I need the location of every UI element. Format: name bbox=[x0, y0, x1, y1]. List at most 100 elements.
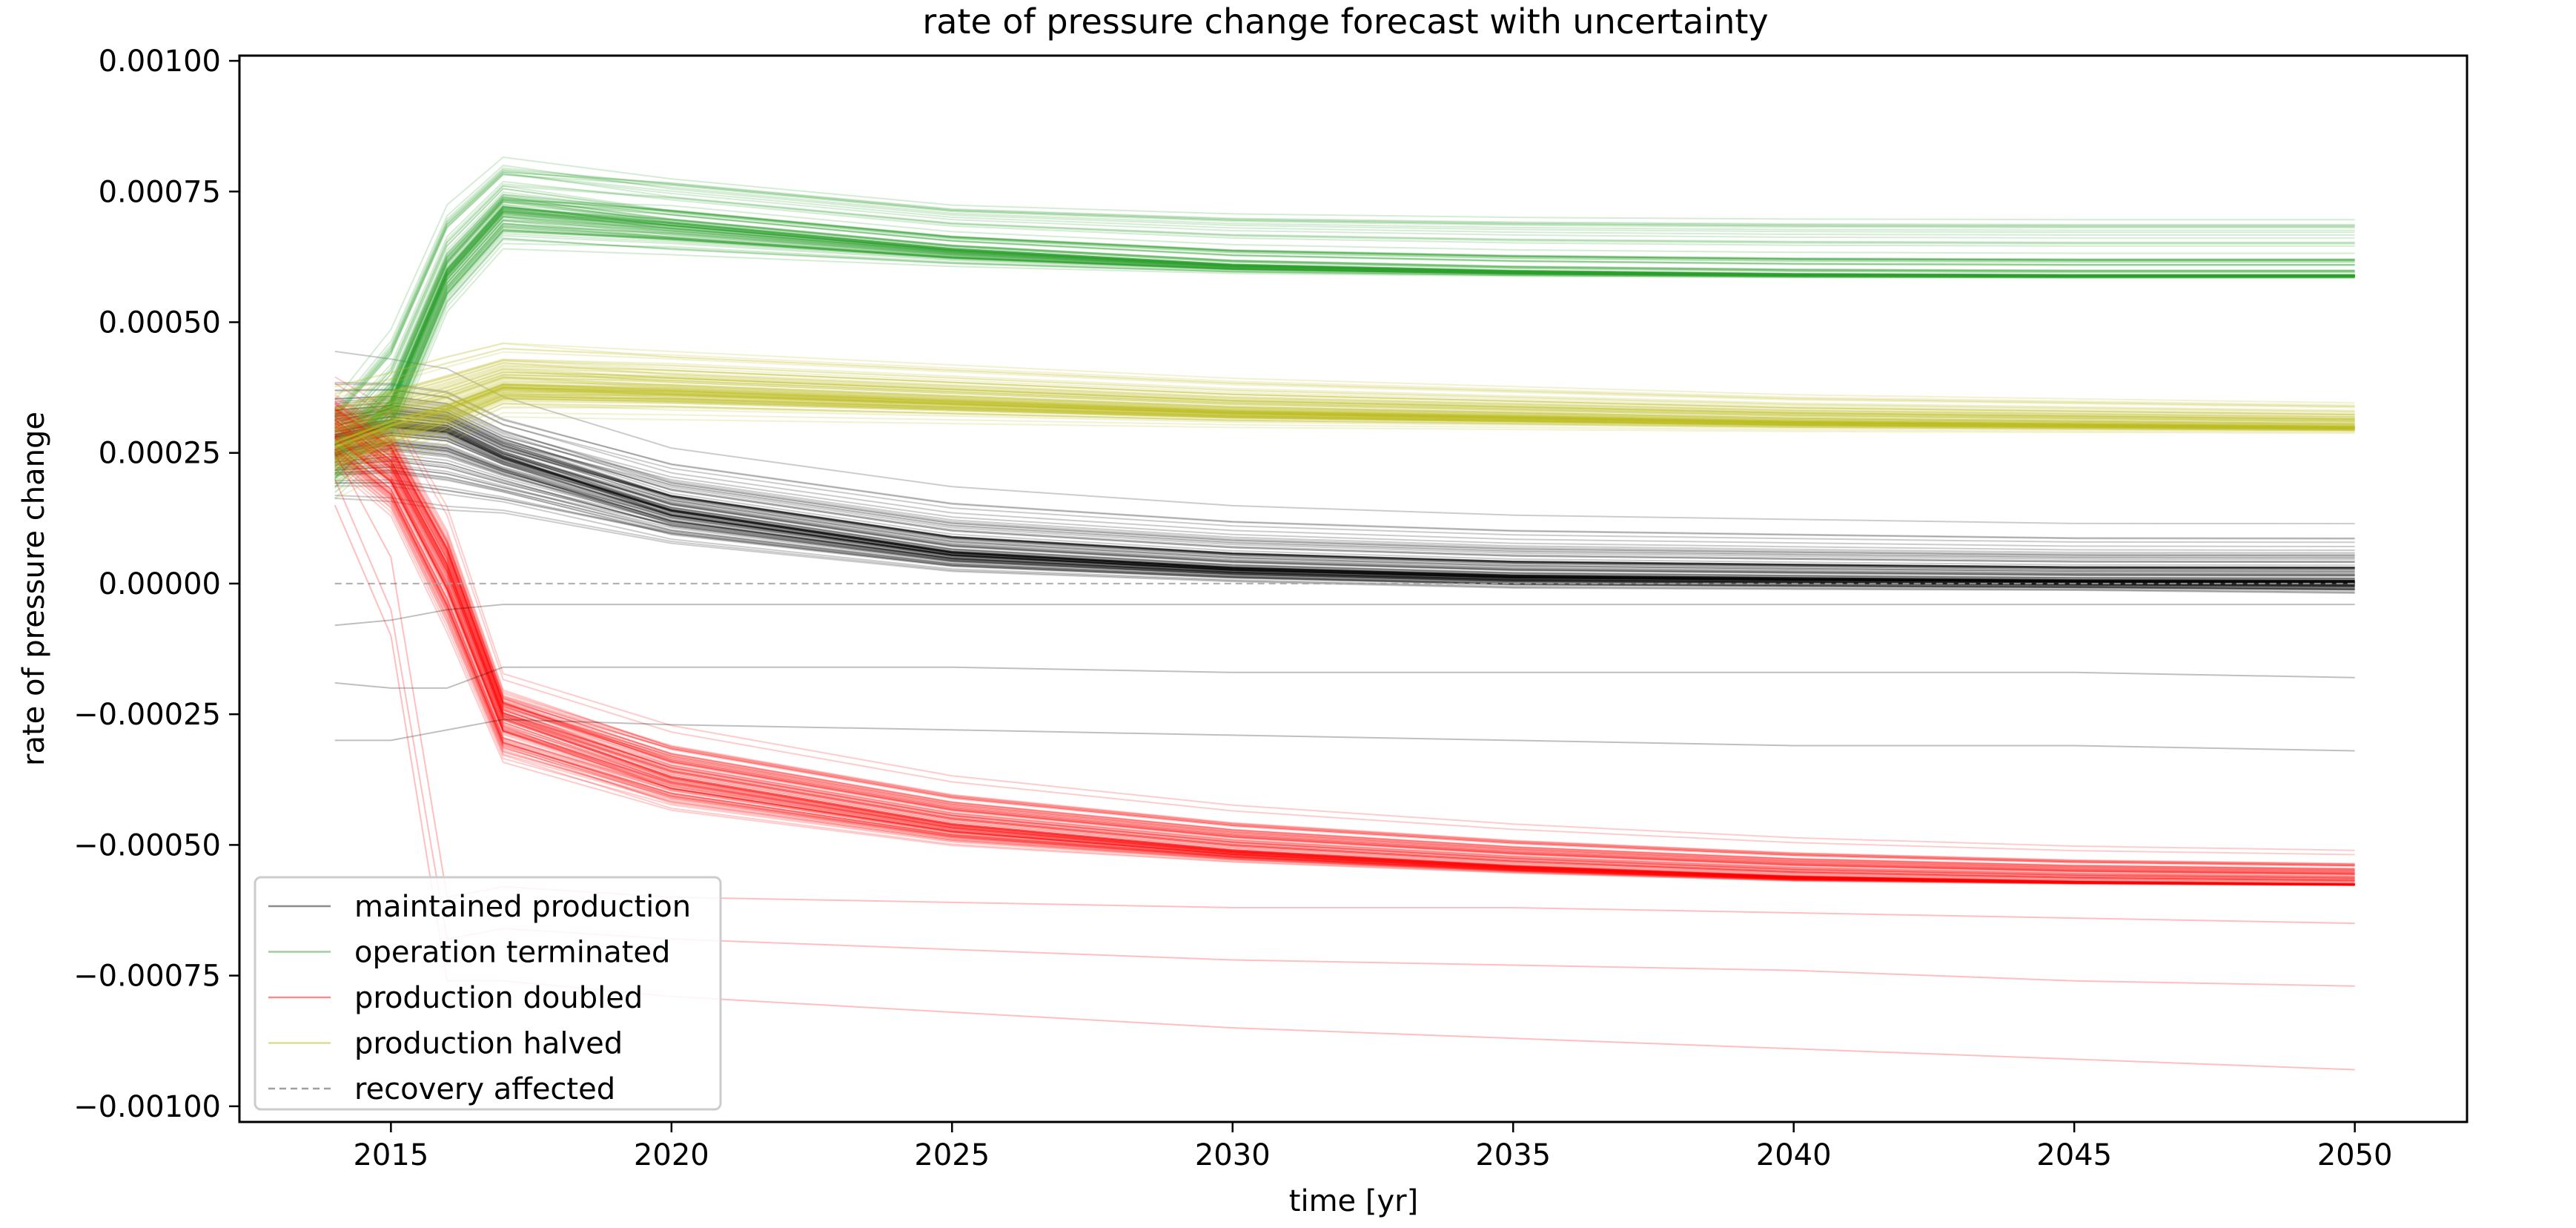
series-line bbox=[334, 169, 2355, 415]
series-line bbox=[334, 374, 2355, 430]
series-line bbox=[334, 374, 2355, 430]
series-line bbox=[334, 443, 2355, 885]
series-line bbox=[334, 389, 2355, 453]
series-line bbox=[334, 414, 2355, 880]
series-line bbox=[334, 409, 2355, 558]
series-line bbox=[334, 418, 2355, 575]
series-production-halved bbox=[334, 342, 2355, 500]
series-line bbox=[334, 391, 2355, 456]
series-line bbox=[334, 449, 2355, 886]
series-line bbox=[334, 408, 2355, 562]
series-line bbox=[334, 449, 2355, 587]
series-line bbox=[334, 363, 2355, 418]
series-line bbox=[334, 449, 2355, 585]
series-line bbox=[334, 419, 2355, 576]
series-line bbox=[334, 392, 2355, 459]
legend-label: production doubled bbox=[354, 981, 643, 1015]
series-line bbox=[334, 180, 2355, 426]
series-line bbox=[334, 395, 2355, 462]
series-line bbox=[334, 386, 2355, 447]
series-line bbox=[334, 469, 2355, 590]
series-line bbox=[334, 347, 2355, 407]
series-line bbox=[334, 225, 2355, 475]
series-line bbox=[334, 401, 2355, 557]
y-tick-label: 0.00025 bbox=[99, 437, 221, 471]
series-line bbox=[334, 396, 2355, 465]
x-tick-label: 2050 bbox=[2317, 1138, 2393, 1172]
series-line bbox=[334, 397, 2355, 467]
series-line bbox=[334, 412, 2355, 873]
series-line bbox=[334, 415, 2355, 877]
legend-label: recovery affected bbox=[354, 1072, 615, 1106]
series-layer bbox=[334, 156, 2355, 1071]
series-line bbox=[334, 389, 2355, 544]
series-line bbox=[334, 420, 2355, 879]
series-line bbox=[334, 418, 2355, 881]
y-tick-label: −0.00050 bbox=[73, 828, 221, 862]
series-line bbox=[334, 411, 2355, 877]
series-line bbox=[334, 432, 2355, 584]
series-line bbox=[334, 455, 2355, 588]
series-operation-terminated bbox=[334, 156, 2355, 499]
series-line bbox=[334, 392, 2355, 458]
series-line bbox=[334, 406, 2355, 870]
series-line bbox=[334, 485, 2355, 592]
y-axis-label: rate of pressure change bbox=[17, 412, 51, 766]
series-line bbox=[334, 372, 2355, 427]
series-line bbox=[334, 388, 2355, 451]
series-line bbox=[334, 197, 2355, 444]
series-line bbox=[334, 413, 2355, 569]
series-line bbox=[334, 366, 2355, 420]
series-line bbox=[334, 397, 2355, 865]
plot-frame bbox=[238, 54, 2469, 1123]
series-line bbox=[334, 425, 2355, 582]
series-line bbox=[334, 448, 2355, 886]
series-line bbox=[334, 441, 2355, 586]
y-axis: 0.00100 0.00075 0.00050 0.00025 0.00000 −0.00… bbox=[73, 44, 239, 1124]
series-line bbox=[334, 407, 2355, 569]
series-line bbox=[334, 219, 2355, 469]
series-line bbox=[334, 205, 2355, 454]
x-axis-label: time [yr] bbox=[1289, 1184, 1418, 1218]
series-line bbox=[334, 401, 2355, 868]
series-line bbox=[334, 222, 2355, 472]
series-line bbox=[334, 482, 2355, 591]
x-tick-label: 2015 bbox=[353, 1138, 428, 1172]
series-line bbox=[334, 395, 2355, 463]
series-line bbox=[334, 436, 2355, 885]
series-line bbox=[334, 380, 2355, 438]
series-line bbox=[334, 412, 2355, 572]
series-line bbox=[334, 443, 2355, 586]
series-line bbox=[334, 455, 2355, 886]
series-line bbox=[334, 423, 2355, 584]
series-line bbox=[334, 382, 2355, 440]
series-line bbox=[334, 472, 2355, 590]
series-line bbox=[334, 432, 2355, 885]
series-line bbox=[334, 398, 2355, 469]
series-line bbox=[334, 361, 2355, 417]
outlier-line bbox=[334, 666, 2355, 689]
series-line bbox=[334, 389, 2355, 452]
y-tick-label: −0.00075 bbox=[73, 960, 221, 994]
series-line bbox=[334, 224, 2355, 473]
series-line bbox=[334, 418, 2355, 879]
series-line bbox=[334, 395, 2355, 464]
series-line bbox=[334, 199, 2355, 447]
series-line bbox=[334, 495, 2355, 594]
series-line bbox=[334, 419, 2355, 882]
series-line bbox=[334, 222, 2355, 472]
series-line bbox=[334, 400, 2355, 471]
series-production-doubled bbox=[334, 376, 2355, 886]
series-line bbox=[334, 219, 2355, 469]
legend-box bbox=[254, 876, 722, 1111]
series-line bbox=[334, 409, 2355, 570]
series-line bbox=[334, 362, 2355, 416]
series-line bbox=[334, 343, 2355, 408]
series-line bbox=[334, 171, 2355, 416]
series-line bbox=[334, 373, 2355, 429]
series-line bbox=[334, 377, 2355, 435]
series-line bbox=[334, 358, 2355, 412]
series-line bbox=[334, 407, 2355, 871]
legend-label: operation terminated bbox=[354, 936, 670, 970]
